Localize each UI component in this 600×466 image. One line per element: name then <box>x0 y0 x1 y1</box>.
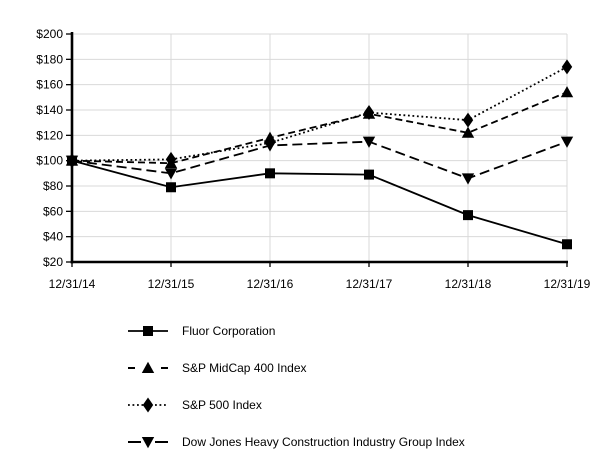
square-marker-icon <box>265 168 275 179</box>
legend-label: Fluor Corporation <box>182 324 276 338</box>
line-chart-plot: $200 $180 $160 $140 $120 $100 $80 $60 $40 $20 12/3… <box>36 27 590 291</box>
legend-label: Dow Jones Heavy Construction Industry Gr… <box>182 435 465 449</box>
x-tick-label: 12/31/15 <box>148 277 195 291</box>
y-tick-label: $140 <box>36 103 63 117</box>
x-tick-label: 12/31/14 <box>49 277 96 291</box>
x-tick-label: 12/31/18 <box>445 277 492 291</box>
dashed-line-triangle-up-marker-icon <box>128 361 168 373</box>
y-tick-label: $100 <box>36 154 63 168</box>
legend-label: S&P 500 Index <box>182 398 262 412</box>
solid-line-square-marker-icon <box>128 326 168 336</box>
axis-ticks <box>66 33 568 267</box>
dotted-line-diamond-marker-icon <box>128 397 168 413</box>
y-tick-label: $60 <box>43 204 63 218</box>
diamond-marker-icon <box>561 59 573 75</box>
triangle-up-marker-icon <box>362 107 376 119</box>
triangle-up-marker-icon <box>461 126 475 138</box>
dashed-line-triangle-down-marker-icon <box>128 437 168 449</box>
triangle-down-marker-icon <box>461 173 475 185</box>
triangle-up-marker-icon <box>263 131 277 143</box>
legend-item-dow-jones-heavy-construction: Dow Jones Heavy Construction Industry Gr… <box>128 434 600 450</box>
square-marker-icon <box>463 210 473 221</box>
series-triangle-up <box>65 86 574 169</box>
legend-label: S&P MidCap 400 Index <box>182 361 307 375</box>
chart-legend: Fluor Corporation S&P MidCap 400 Index S… <box>128 323 600 450</box>
diamond-marker-icon <box>462 112 474 128</box>
y-tick-label: $80 <box>43 179 63 193</box>
triangle-down-marker-icon <box>164 168 178 180</box>
triangle-down-marker-icon <box>560 136 574 148</box>
series-line <box>71 66 568 162</box>
gridlines <box>72 33 568 263</box>
series-line <box>71 159 568 246</box>
square-marker-icon <box>166 182 176 193</box>
y-tick-label: $200 <box>36 27 63 41</box>
triangle-up-marker-icon <box>164 157 178 169</box>
y-tick-label: $160 <box>36 78 63 92</box>
x-tick-label: 12/31/16 <box>247 277 294 291</box>
triangle-down-marker-icon <box>362 136 376 148</box>
triangle-down-marker-icon <box>263 140 277 152</box>
series-line <box>71 91 568 165</box>
legend-item-fluor-corporation: Fluor Corporation <box>128 323 600 339</box>
triangle-up-marker-icon <box>560 86 574 98</box>
legend-item-sp-midcap-400: S&P MidCap 400 Index <box>128 360 600 376</box>
y-tick-label: $180 <box>36 52 63 66</box>
y-tick-label: $20 <box>43 255 63 269</box>
square-marker-icon <box>67 155 77 166</box>
axis-tick-labels: $200 $180 $160 $140 $120 $100 $80 $60 $40 $20 12/3… <box>36 27 590 291</box>
series-square <box>67 155 572 250</box>
legend-item-sp-500: S&P 500 Index <box>128 397 600 413</box>
x-tick-label: 12/31/17 <box>346 277 393 291</box>
square-marker-icon <box>562 239 572 250</box>
series-diamond <box>66 59 573 169</box>
x-tick-label: 12/31/19 <box>544 277 591 291</box>
series-line <box>71 140 568 180</box>
square-marker-icon <box>364 169 374 180</box>
y-tick-label: $120 <box>36 128 63 142</box>
y-tick-label: $40 <box>43 230 63 244</box>
